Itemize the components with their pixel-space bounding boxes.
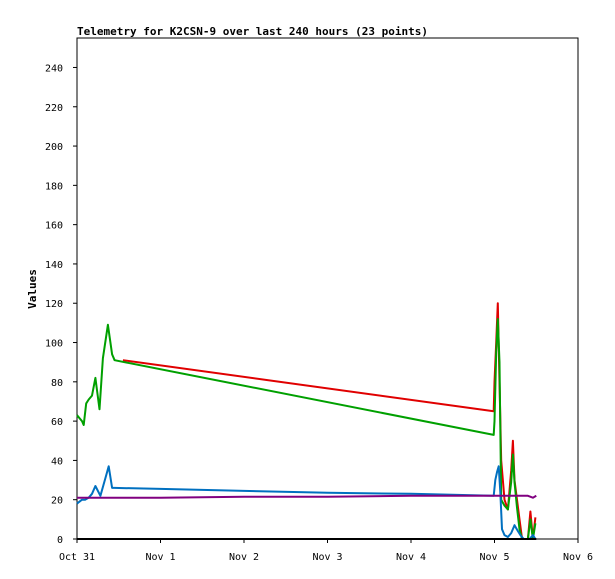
x-tick-label: Nov 2 bbox=[229, 552, 259, 563]
y-tick-label: 160 bbox=[45, 221, 63, 232]
x-axis: Oct 31 Nov 1 Nov 2 Nov 3 Nov 4 Nov 5 Nov 6 bbox=[59, 539, 593, 563]
x-tick-label: Nov 5 bbox=[479, 552, 509, 563]
y-tick-label: 20 bbox=[51, 496, 63, 507]
y-tick-label: 240 bbox=[45, 63, 63, 74]
y-tick-label: 40 bbox=[51, 456, 63, 467]
y-tick-label: 60 bbox=[51, 417, 63, 428]
y-tick-label: 180 bbox=[45, 181, 63, 192]
y-tick-label: 200 bbox=[45, 142, 63, 153]
y-tick-label: 140 bbox=[45, 260, 63, 271]
y-tick-label: 80 bbox=[51, 378, 63, 389]
y-tick-label: 120 bbox=[45, 299, 63, 310]
x-tick-label: Nov 1 bbox=[145, 552, 175, 563]
plot-area bbox=[76, 37, 579, 540]
y-axis-label: Values bbox=[26, 269, 39, 309]
x-tick-label: Nov 4 bbox=[396, 552, 426, 563]
chart-title: Telemetry for K2CSN-9 over last 240 hour… bbox=[77, 25, 428, 38]
x-tick-label: Nov 3 bbox=[312, 552, 342, 563]
series-line-4 bbox=[77, 494, 537, 499]
x-tick-label: Oct 31 bbox=[59, 552, 95, 563]
y-tick-label: 100 bbox=[45, 339, 63, 350]
series-lines bbox=[76, 302, 537, 540]
x-tick-label: Nov 6 bbox=[563, 552, 593, 563]
y-tick-label: 220 bbox=[45, 103, 63, 114]
series-line-2 bbox=[76, 318, 537, 540]
y-tick-label: 0 bbox=[57, 535, 63, 546]
y-axis: 0 20 40 60 80 100 120 140 160 180 200 220 240 bbox=[45, 63, 77, 546]
